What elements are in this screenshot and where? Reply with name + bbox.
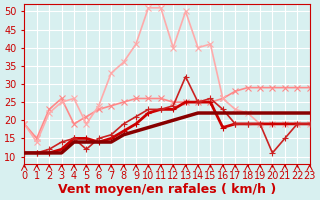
X-axis label: Vent moyen/en rafales ( km/h ): Vent moyen/en rafales ( km/h ) — [58, 183, 276, 196]
